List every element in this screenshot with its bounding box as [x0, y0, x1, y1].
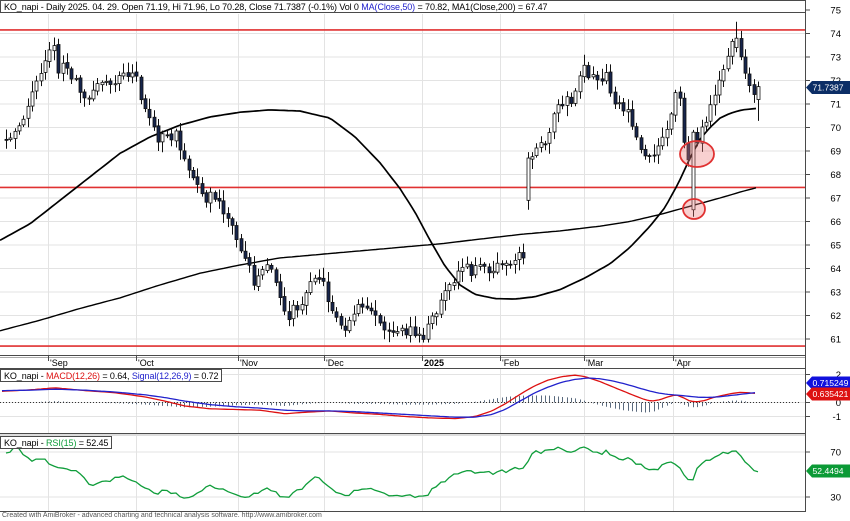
macd-value-tag: 0.635421 — [806, 387, 850, 401]
macd-title-prefix: KO_napi - — [4, 371, 47, 381]
macd-title-mid: = 0.64, — [99, 371, 132, 381]
svg-text:0.635421: 0.635421 — [813, 389, 849, 399]
svg-text:'Feb: 'Feb — [502, 358, 519, 368]
rsi-title-suffix: = 52.45 — [76, 438, 109, 448]
svg-text:71: 71 — [830, 100, 841, 111]
signal-line — [2, 377, 756, 418]
ma50-label: MA(Close,50) — [361, 2, 416, 12]
svg-text:73: 73 — [830, 53, 841, 64]
svg-text:74: 74 — [830, 29, 841, 40]
rsi-line — [5, 445, 759, 499]
ma50-line — [0, 107, 757, 300]
svg-text:2025: 2025 — [424, 358, 444, 368]
main-chart-title: KO_napi - Daily 2025. 04. 29. Open 71.19… — [0, 0, 806, 13]
signal-label: Signal(12,26,9) — [131, 371, 192, 381]
macd-line — [1, 374, 756, 420]
svg-text:70: 70 — [830, 123, 841, 134]
rsi-value-tag: 52.4494 — [806, 464, 850, 478]
macd-panel-title: KO_napi - MACD(12,26) = 0.64, Signal(12,… — [0, 369, 223, 382]
svg-text:'Mar: 'Mar — [586, 358, 603, 368]
month-labels: 'Sep 'Oct 'Nov 'Dec 2025 'Feb 'Mar 'Apr — [48, 356, 691, 368]
last-price-tag: 71.7387 — [806, 81, 850, 94]
svg-text:70: 70 — [830, 448, 841, 459]
svg-text:62: 62 — [830, 311, 841, 322]
main-title-suffix: = 70.82, MA1(Close,200) = 67.47 — [415, 2, 548, 12]
macd-label: MACD(12,26) — [46, 371, 100, 381]
svg-text:'Sep: 'Sep — [50, 358, 68, 368]
support-resistance-lines — [0, 29, 805, 347]
svg-text:'Dec: 'Dec — [326, 358, 344, 368]
svg-text:'Nov: 'Nov — [240, 358, 258, 368]
svg-text:0: 0 — [836, 398, 841, 409]
svg-text:-1: -1 — [833, 412, 841, 423]
svg-text:65: 65 — [830, 241, 841, 252]
svg-text:30: 30 — [830, 493, 841, 504]
svg-text:69: 69 — [830, 147, 841, 158]
svg-text:68: 68 — [830, 170, 841, 181]
ma200-line — [0, 187, 757, 332]
main-title-text: KO_napi - Daily 2025. 04. 29. Open 71.19… — [4, 2, 362, 12]
amibroker-credit: Created with AmiBroker - advanced charti… — [2, 512, 322, 519]
svg-text:71.7387: 71.7387 — [813, 83, 844, 93]
rsi-label: RSI(15) — [46, 438, 77, 448]
svg-text:66: 66 — [830, 217, 841, 228]
svg-text:67: 67 — [830, 194, 841, 205]
macd-title-suffix: = 0.72 — [191, 371, 219, 381]
svg-text:'Oct: 'Oct — [138, 358, 154, 368]
svg-text:0.715249: 0.715249 — [813, 378, 849, 388]
svg-text:64: 64 — [830, 264, 841, 275]
rsi-title-prefix: KO_napi - — [4, 438, 47, 448]
svg-text:75: 75 — [830, 6, 841, 17]
svg-text:52.4494: 52.4494 — [813, 466, 844, 476]
signal-value-tag: 0.715249 — [806, 376, 850, 390]
svg-text:63: 63 — [830, 288, 841, 299]
svg-text:'Apr: 'Apr — [675, 358, 691, 368]
rsi-panel-title: KO_napi - RSI(15) = 52.45 — [0, 436, 113, 449]
annotation-ellipses — [679, 140, 715, 220]
svg-text:61: 61 — [830, 335, 841, 346]
svg-text:2: 2 — [836, 370, 841, 381]
candlesticks — [4, 21, 761, 343]
